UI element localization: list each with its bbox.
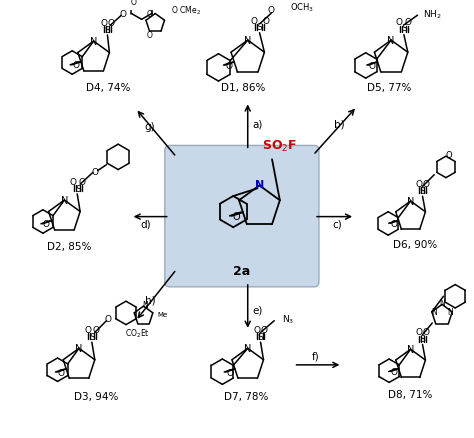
- Text: D8, 71%: D8, 71%: [388, 389, 433, 399]
- Text: S: S: [401, 24, 407, 33]
- Text: N: N: [143, 300, 148, 309]
- Text: O: O: [391, 219, 398, 228]
- Text: N: N: [90, 37, 97, 47]
- Text: g): g): [144, 122, 155, 131]
- Text: S: S: [89, 332, 95, 341]
- Text: N: N: [255, 180, 264, 190]
- Text: O: O: [57, 367, 64, 377]
- Text: O: O: [119, 10, 127, 19]
- Text: OCH$_3$: OCH$_3$: [290, 1, 314, 14]
- Text: O: O: [72, 61, 79, 70]
- Text: O: O: [225, 61, 232, 71]
- Text: D4, 74%: D4, 74%: [86, 83, 130, 93]
- Text: O: O: [100, 19, 107, 28]
- Text: O: O: [146, 31, 153, 39]
- Text: O: O: [369, 61, 376, 71]
- Text: O: O: [263, 17, 270, 25]
- Text: O CMe$_2$: O CMe$_2$: [171, 4, 201, 17]
- Text: O: O: [391, 367, 398, 376]
- Text: N: N: [387, 36, 395, 46]
- Text: N: N: [447, 307, 453, 317]
- Text: Me: Me: [157, 311, 167, 317]
- Text: N: N: [244, 343, 251, 353]
- Text: O: O: [423, 180, 430, 189]
- Text: S: S: [258, 332, 264, 341]
- Text: D3, 94%: D3, 94%: [74, 391, 119, 401]
- Text: D2, 85%: D2, 85%: [47, 241, 91, 251]
- Text: e): e): [252, 304, 263, 314]
- Text: O: O: [91, 168, 98, 177]
- Text: O: O: [423, 328, 430, 336]
- Text: 2a: 2a: [233, 264, 250, 277]
- Text: S: S: [257, 23, 263, 32]
- Text: N: N: [61, 196, 68, 205]
- Text: O: O: [92, 325, 99, 334]
- Text: O: O: [43, 220, 50, 229]
- Text: O: O: [253, 325, 260, 334]
- Text: D6, 90%: D6, 90%: [393, 240, 438, 249]
- Text: S: S: [419, 187, 425, 195]
- Text: O: O: [105, 314, 112, 324]
- Text: N: N: [439, 298, 445, 307]
- Text: c): c): [333, 219, 342, 229]
- Text: O: O: [108, 19, 115, 28]
- Text: O: O: [415, 180, 422, 189]
- Text: O: O: [250, 17, 257, 25]
- Text: S: S: [75, 184, 81, 193]
- Text: d): d): [140, 219, 151, 229]
- Text: O: O: [446, 150, 452, 159]
- Text: O: O: [404, 18, 411, 28]
- Text: D5, 77%: D5, 77%: [367, 83, 411, 93]
- Text: CO$_2$Et: CO$_2$Et: [125, 326, 150, 339]
- Text: O: O: [84, 325, 91, 334]
- Text: D1, 86%: D1, 86%: [221, 83, 265, 93]
- Text: O: O: [70, 177, 77, 186]
- Text: SO$_2$F: SO$_2$F: [262, 139, 297, 154]
- Text: N: N: [407, 197, 414, 207]
- Text: O: O: [147, 10, 153, 19]
- Text: N: N: [431, 307, 437, 317]
- Text: h): h): [145, 295, 155, 305]
- Text: f): f): [312, 350, 320, 360]
- Text: O: O: [395, 18, 402, 28]
- Text: O: O: [233, 212, 240, 221]
- Text: O: O: [79, 177, 86, 186]
- Text: NH$_2$: NH$_2$: [423, 9, 442, 21]
- FancyBboxPatch shape: [165, 146, 319, 287]
- Text: b): b): [334, 120, 345, 130]
- Text: O: O: [268, 6, 275, 15]
- Text: S: S: [419, 334, 425, 343]
- Text: N: N: [75, 343, 82, 353]
- Text: O: O: [130, 0, 137, 7]
- Text: a): a): [252, 120, 263, 130]
- Text: S: S: [105, 25, 110, 35]
- Text: O: O: [261, 325, 268, 334]
- Text: O: O: [415, 328, 422, 336]
- Text: D7, 78%: D7, 78%: [224, 391, 268, 401]
- Text: N: N: [244, 36, 251, 46]
- Text: N$_3$: N$_3$: [282, 313, 294, 325]
- Text: N: N: [407, 344, 414, 354]
- Text: O: O: [226, 367, 233, 377]
